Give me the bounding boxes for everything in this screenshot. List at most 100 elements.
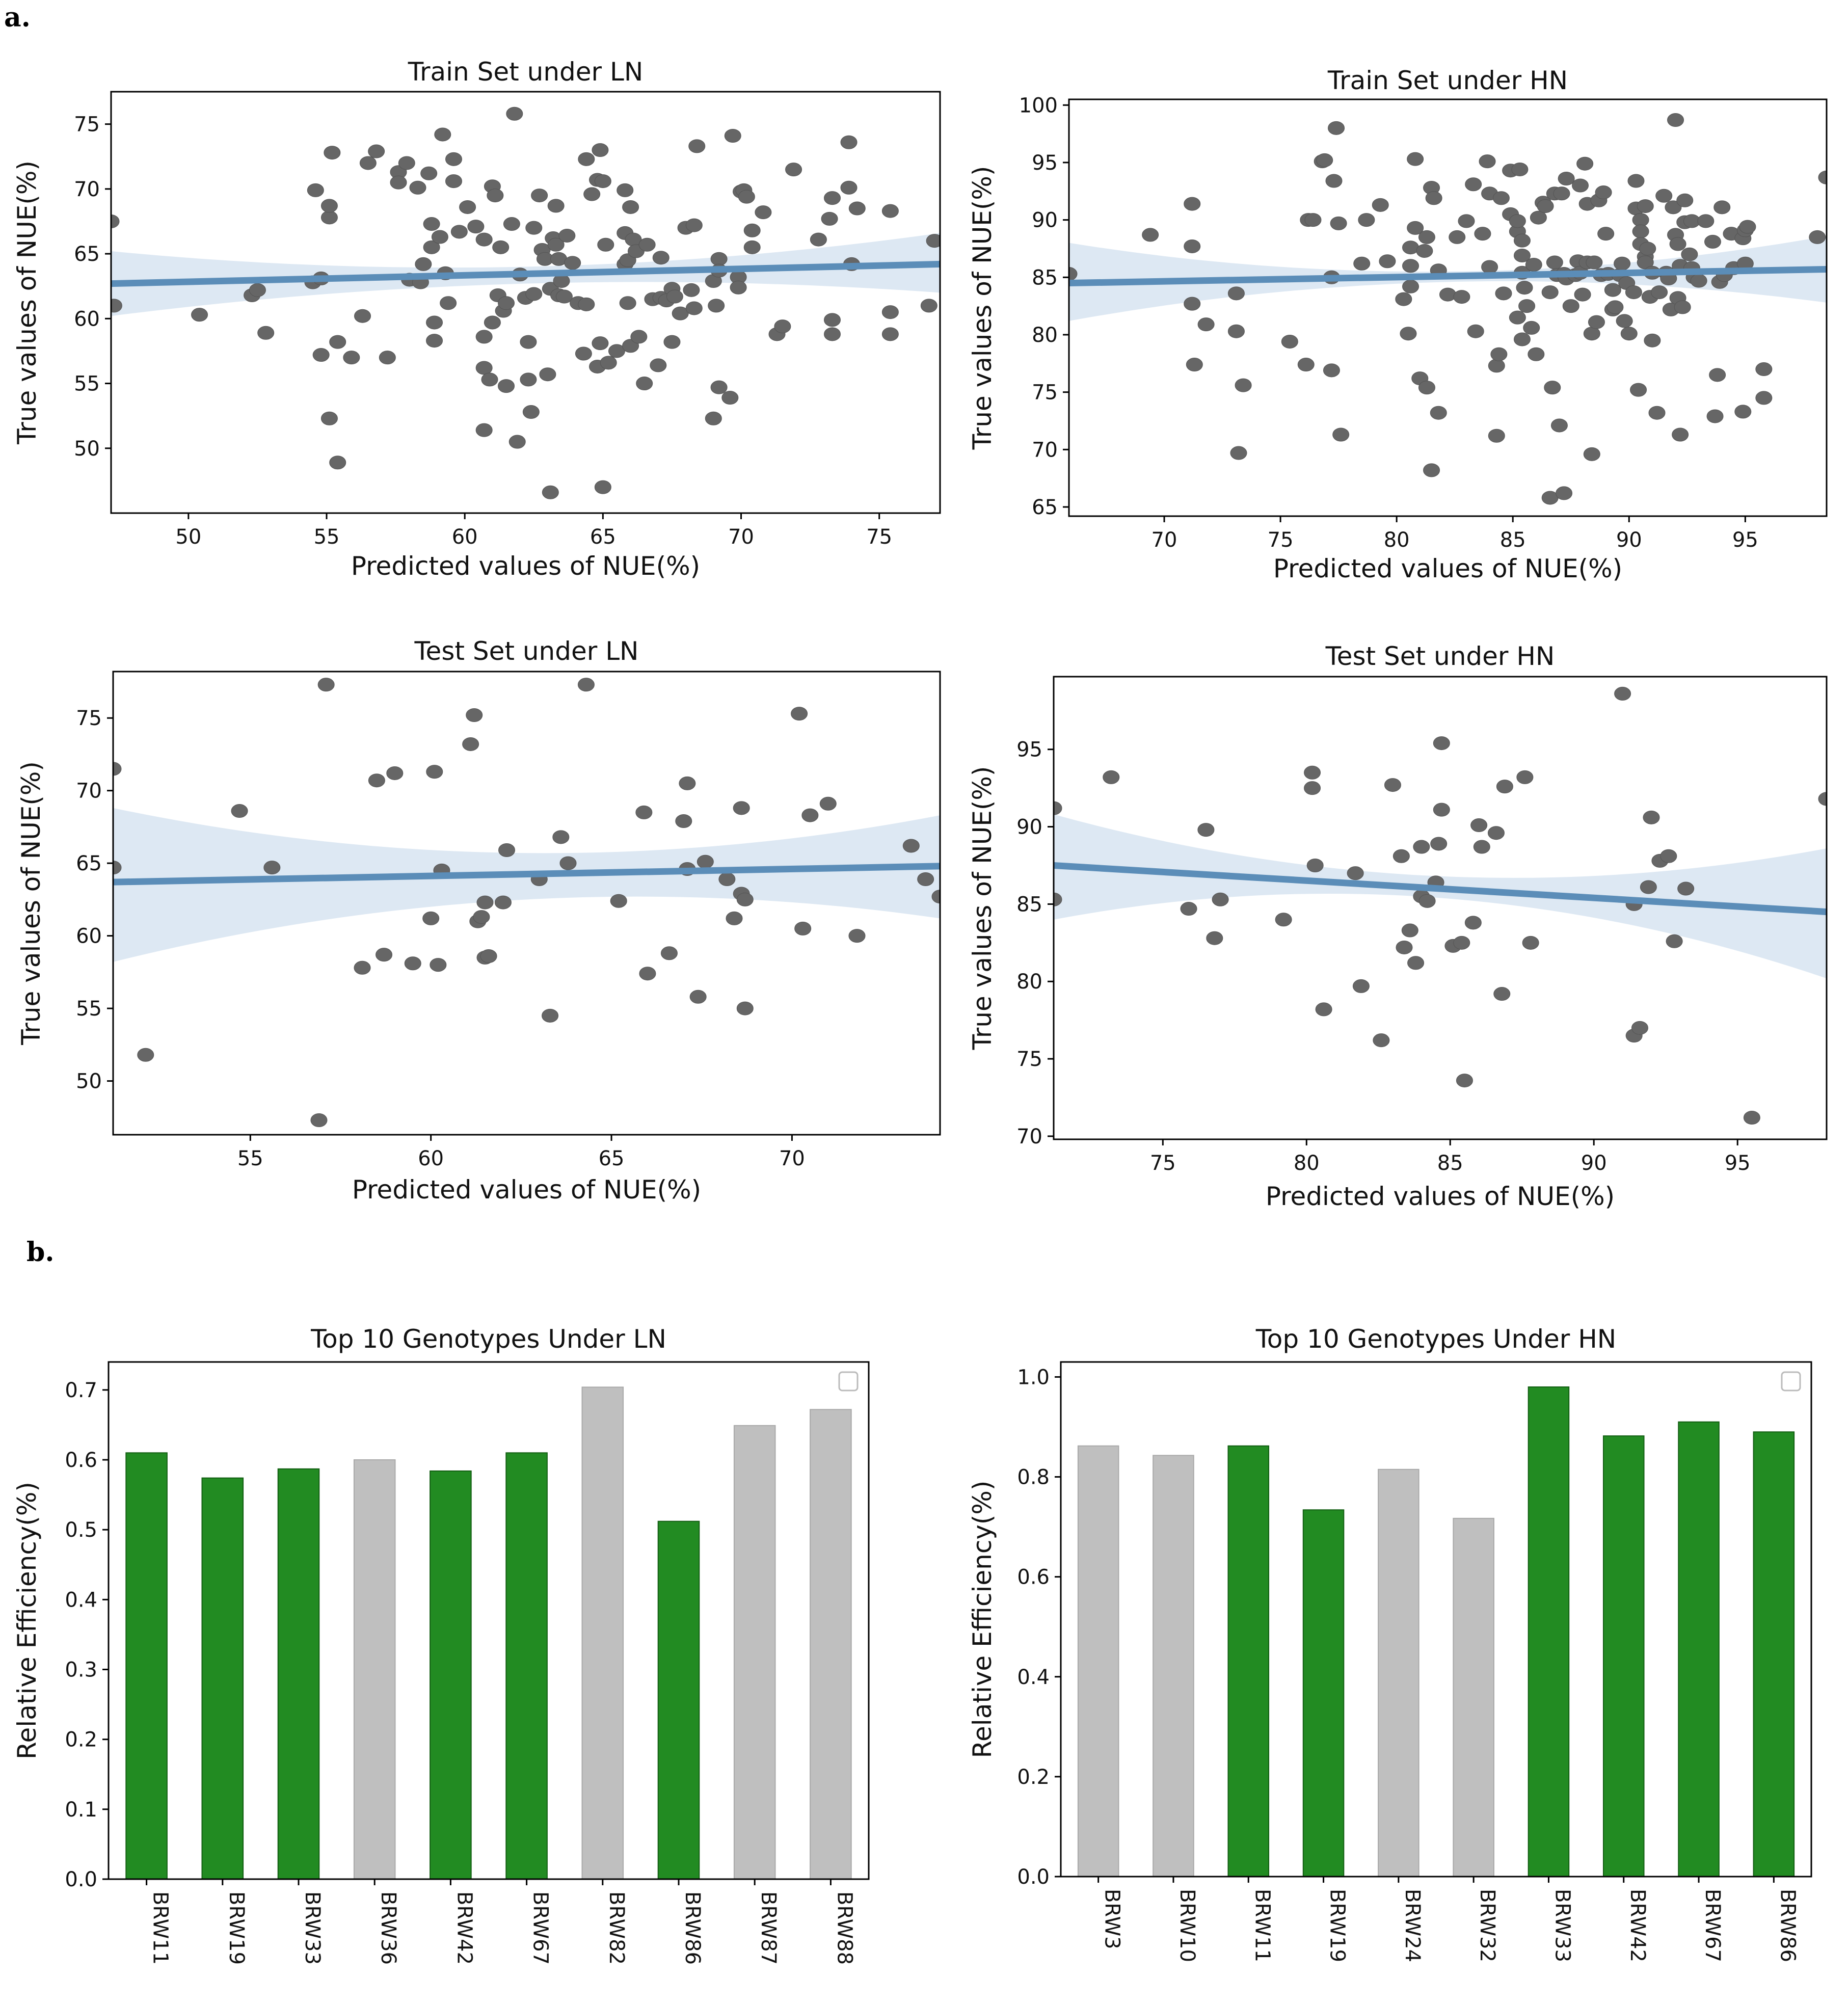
- y-tick-label: 0.2: [1017, 1766, 1050, 1789]
- data-point: [679, 776, 696, 790]
- data-point: [755, 205, 772, 220]
- data-point: [1639, 242, 1656, 256]
- data-point: [404, 956, 421, 971]
- data-point: [721, 391, 739, 405]
- data-point: [917, 872, 934, 886]
- data-point: [450, 225, 468, 239]
- x-axis-label: Predicted values of NUE(%): [1273, 554, 1622, 583]
- data-point: [542, 1008, 559, 1023]
- train-ln-chart: 50 55 60 65 70 75 50 55 60 65 70 75 Train Set under …: [12, 57, 941, 581]
- x-tick-label: 75: [1150, 1152, 1176, 1175]
- data-point: [329, 335, 346, 349]
- data-point: [1734, 405, 1752, 419]
- plot-frame: [1060, 1361, 1812, 1878]
- data-point: [312, 348, 330, 362]
- data-point: [1332, 427, 1350, 442]
- data-point: [848, 201, 866, 216]
- y-tick-label: 50: [76, 1070, 102, 1093]
- data-point: [317, 678, 335, 692]
- data-point: [480, 949, 497, 964]
- data-point: [1180, 902, 1197, 916]
- chart-title: Train Set under HN: [1327, 66, 1568, 95]
- data-point: [1347, 866, 1364, 880]
- data-point: [466, 708, 483, 722]
- data-point: [1697, 214, 1715, 228]
- x-tick-label: BRW11: [149, 1891, 172, 1965]
- data-point: [926, 234, 940, 248]
- data-point: [409, 180, 426, 195]
- x-tick-label: 90: [1581, 1152, 1607, 1175]
- data-point: [636, 377, 653, 391]
- data-point: [594, 480, 611, 494]
- y-tick-label: 0.1: [65, 1798, 97, 1822]
- data-point: [578, 297, 595, 311]
- data-point: [801, 808, 819, 822]
- data-point: [113, 861, 122, 875]
- data-point: [672, 306, 689, 320]
- data-point: [1743, 1110, 1760, 1125]
- data-point: [522, 405, 540, 419]
- x-tick-label: 95: [1725, 1152, 1751, 1175]
- data-point: [1556, 486, 1573, 500]
- data-point: [1230, 446, 1247, 460]
- data-point: [473, 910, 490, 924]
- data-point: [492, 240, 510, 254]
- data-point: [1546, 255, 1563, 270]
- data-point: [1674, 300, 1691, 314]
- data-point: [1453, 935, 1470, 950]
- data-point: [113, 762, 122, 776]
- x-tick-label: BRW33: [1550, 1889, 1574, 1962]
- data-point: [1513, 248, 1531, 262]
- data-point: [617, 183, 634, 197]
- plot-frame: [1068, 98, 1828, 517]
- data-point: [1818, 170, 1827, 184]
- bar: [201, 1477, 244, 1880]
- data-point: [1576, 156, 1594, 171]
- data-point: [1588, 315, 1605, 329]
- data-point: [733, 801, 750, 815]
- data-point: [1235, 378, 1252, 392]
- data-point: [1212, 892, 1229, 906]
- x-tick-label: 65: [590, 525, 616, 549]
- data-point: [1509, 310, 1526, 325]
- data-point: [743, 240, 761, 254]
- data-point: [1433, 803, 1450, 817]
- confidence-band: [1054, 814, 1827, 979]
- data-point: [1054, 801, 1062, 815]
- y-tick-label: 1.0: [1017, 1366, 1050, 1389]
- data-point: [630, 330, 648, 344]
- data-point: [420, 166, 438, 180]
- data-point: [531, 189, 548, 203]
- data-point: [310, 1113, 328, 1128]
- data-point: [583, 187, 601, 201]
- data-point: [494, 895, 512, 910]
- x-tick-label: BRW86: [1776, 1889, 1799, 1962]
- data-point: [592, 336, 609, 351]
- data-point: [1227, 324, 1245, 338]
- data-point: [689, 990, 707, 1004]
- y-tick-label: 95: [1016, 738, 1042, 762]
- bar: [505, 1452, 548, 1880]
- data-point: [1637, 199, 1654, 213]
- data-point: [498, 379, 515, 393]
- data-point: [688, 139, 706, 153]
- data-point: [475, 423, 493, 437]
- data-point: [1197, 317, 1215, 332]
- data-point: [577, 678, 595, 692]
- y-axis-label: True values of NUE(%): [16, 761, 46, 1046]
- data-point: [1396, 940, 1413, 954]
- bar: [1227, 1445, 1270, 1877]
- legend-box: [838, 1371, 859, 1392]
- y-tick-label: 80: [1016, 970, 1042, 994]
- data-point: [1511, 162, 1529, 176]
- data-point: [736, 892, 754, 906]
- bar-hn-chart: 0.0 0.2 0.4 0.6 0.8 1.0 BRW3 BRW10 BRW11 BRW19 BRW…: [968, 1324, 1812, 1962]
- data-point: [1666, 934, 1683, 948]
- x-tick-label: BRW82: [605, 1891, 628, 1965]
- data-point: [1755, 362, 1773, 377]
- bar: [581, 1386, 624, 1880]
- y-tick-label: 0.4: [65, 1588, 97, 1612]
- data-point: [422, 911, 440, 925]
- data-point: [1651, 285, 1668, 300]
- data-point: [1306, 858, 1324, 872]
